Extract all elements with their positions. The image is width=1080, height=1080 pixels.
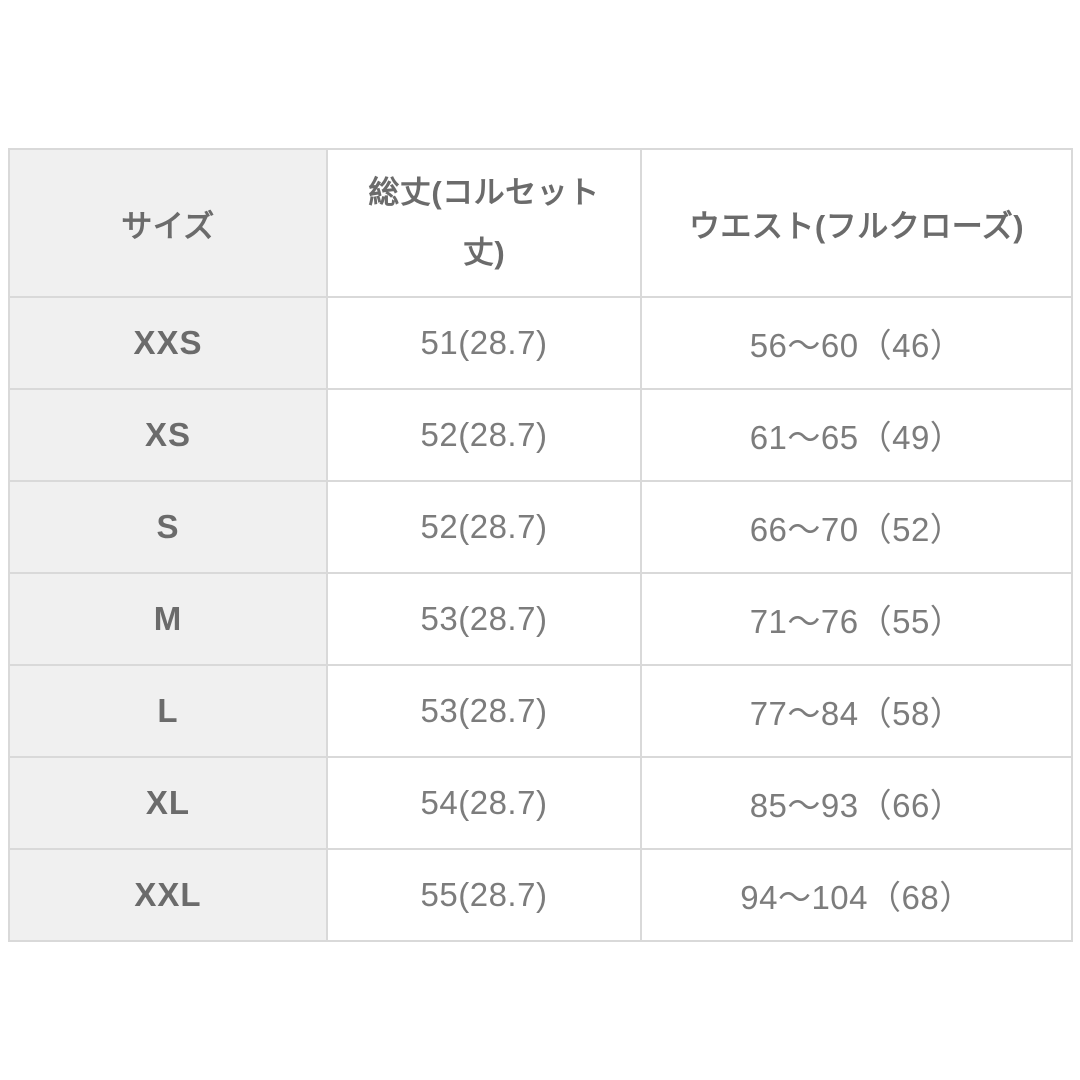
total-length-value: 55(28.7) [326, 848, 642, 942]
waist-value: 85〜93（66） [640, 756, 1073, 850]
table-row-xs: XS 52(28.7) 61〜65（49） [8, 388, 1073, 482]
size-label: L [8, 664, 328, 758]
total-length-value: 52(28.7) [326, 388, 642, 482]
size-label: M [8, 572, 328, 666]
size-label: XXS [8, 296, 328, 390]
table-row-xxl: XXL 55(28.7) 94〜104（68） [8, 848, 1073, 942]
waist-value: 94〜104（68） [640, 848, 1073, 942]
size-label: XS [8, 388, 328, 482]
total-length-value: 51(28.7) [326, 296, 642, 390]
waist-value: 77〜84（58） [640, 664, 1073, 758]
header-row: サイズ 総丈(コルセット 丈) ウエスト(フルクローズ) [8, 148, 1073, 298]
total-length-value: 53(28.7) [326, 664, 642, 758]
table-row-xxs: XXS 51(28.7) 56〜60（46） [8, 296, 1073, 390]
table-row-xl: XL 54(28.7) 85〜93（66） [8, 756, 1073, 850]
total-length-value: 54(28.7) [326, 756, 642, 850]
waist-value: 61〜65（49） [640, 388, 1073, 482]
col-header-waist: ウエスト(フルクローズ) [640, 148, 1073, 298]
size-label: XXL [8, 848, 328, 942]
total-length-value: 53(28.7) [326, 572, 642, 666]
total-length-value: 52(28.7) [326, 480, 642, 574]
table-row-m: M 53(28.7) 71〜76（55） [8, 572, 1073, 666]
table-row-s: S 52(28.7) 66〜70（52） [8, 480, 1073, 574]
col-header-size: サイズ [8, 148, 328, 298]
table-row-l: L 53(28.7) 77〜84（58） [8, 664, 1073, 758]
size-label: S [8, 480, 328, 574]
waist-value: 71〜76（55） [640, 572, 1073, 666]
col-header-total-length: 総丈(コルセット 丈) [326, 148, 642, 298]
waist-value: 56〜60（46） [640, 296, 1073, 390]
size-chart-table: サイズ 総丈(コルセット 丈) ウエスト(フルクローズ) XXS 51(28.7… [8, 148, 1073, 942]
waist-value: 66〜70（52） [640, 480, 1073, 574]
size-label: XL [8, 756, 328, 850]
